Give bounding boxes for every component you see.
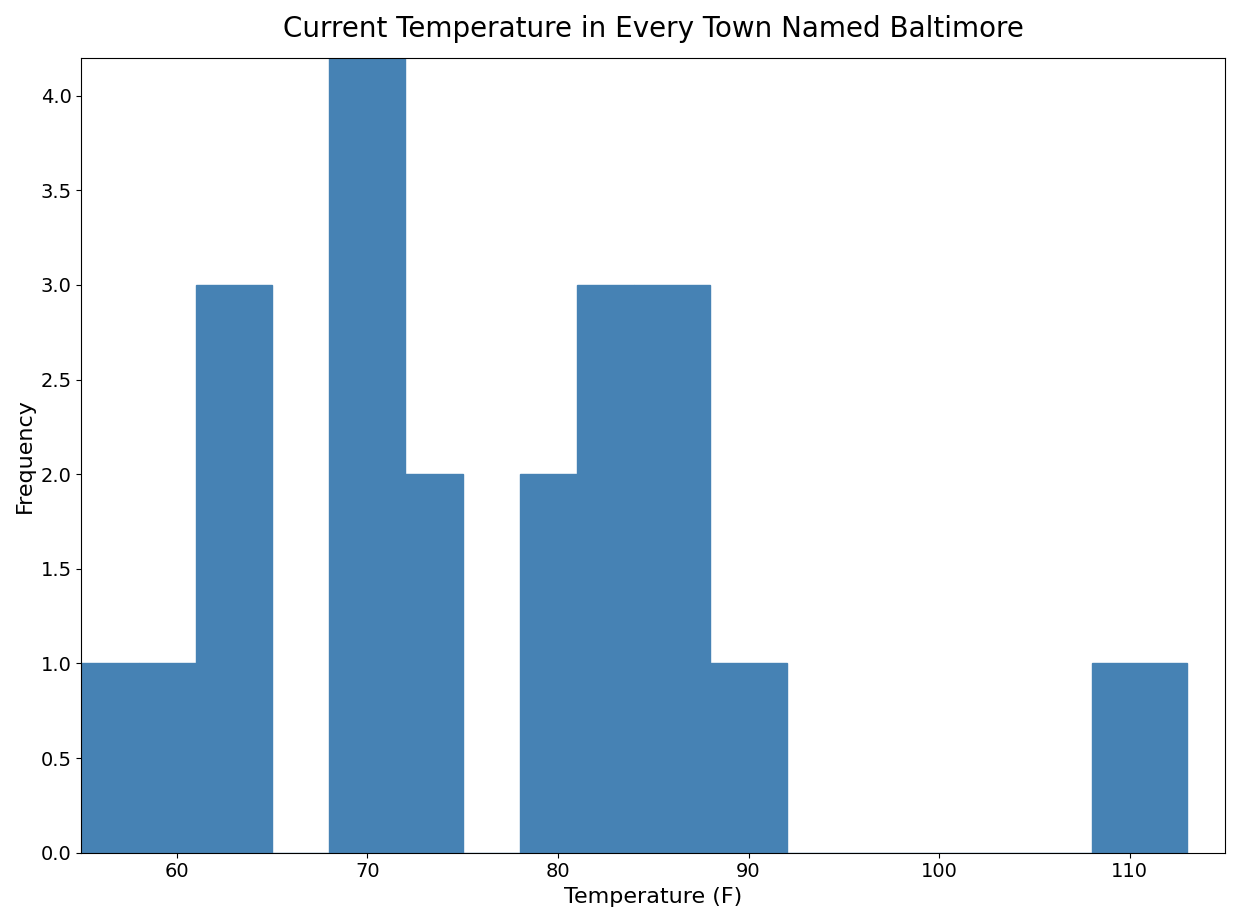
Bar: [1091, 664, 1187, 853]
Bar: [520, 474, 577, 853]
Bar: [139, 664, 196, 853]
Bar: [634, 285, 711, 853]
Y-axis label: Frequency: Frequency: [15, 397, 35, 513]
Bar: [82, 664, 139, 853]
Title: Current Temperature in Every Town Named Baltimore: Current Temperature in Every Town Named …: [283, 15, 1024, 43]
X-axis label: Temperature (F): Temperature (F): [564, 887, 743, 907]
Bar: [405, 474, 463, 853]
Bar: [329, 0, 405, 853]
Bar: [577, 285, 634, 853]
Bar: [711, 664, 786, 853]
Bar: [196, 285, 272, 853]
